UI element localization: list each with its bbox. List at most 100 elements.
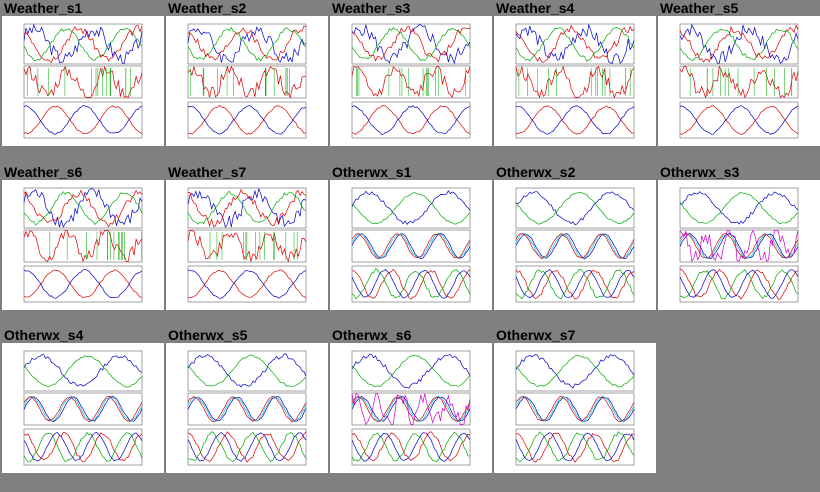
series-line xyxy=(23,65,143,98)
series-line xyxy=(351,269,471,299)
series-line xyxy=(515,105,635,135)
series-line xyxy=(679,65,799,99)
series-line xyxy=(351,393,471,426)
thumbnail-label[interactable]: Otherwx_s1 xyxy=(332,164,412,180)
series-line xyxy=(515,23,635,64)
series-line xyxy=(515,353,635,389)
series-line xyxy=(187,25,307,61)
plot-frame xyxy=(187,265,307,303)
series-line xyxy=(679,233,799,259)
series-line xyxy=(679,24,799,63)
series-line xyxy=(515,396,635,422)
thumbnail-image[interactable] xyxy=(494,343,656,473)
thumbnail-image[interactable] xyxy=(330,180,492,310)
series-line xyxy=(351,395,471,423)
thumbnail-label[interactable]: Weather_s4 xyxy=(496,0,575,16)
series-line xyxy=(187,26,307,62)
series-line xyxy=(679,229,799,263)
thumbnail-label[interactable]: Otherwx_s6 xyxy=(332,327,412,343)
series-line xyxy=(351,354,471,387)
plot-frame xyxy=(23,350,143,392)
series-line xyxy=(187,432,307,462)
series-line xyxy=(515,191,635,226)
thumbnail-label[interactable]: Otherwx_s3 xyxy=(660,164,740,180)
thumbnail-image[interactable] xyxy=(330,16,492,146)
plot-frame xyxy=(187,23,307,65)
thumbnail-image[interactable] xyxy=(494,180,656,310)
plot-frame xyxy=(23,265,143,303)
series-line xyxy=(187,353,307,388)
series-line xyxy=(515,354,635,388)
thumbnail-label[interactable]: Otherwx_s4 xyxy=(4,327,84,343)
thumbnail-label[interactable]: Weather_s5 xyxy=(660,0,739,16)
series-line xyxy=(515,24,635,63)
thumbnail-plot xyxy=(23,187,143,303)
series-line xyxy=(23,189,143,228)
series-line xyxy=(23,395,143,423)
thumbnail-label[interactable]: Weather_s1 xyxy=(4,0,83,16)
series-line xyxy=(23,269,143,299)
series-line xyxy=(187,187,307,229)
series-line xyxy=(23,395,143,422)
series-line xyxy=(23,354,143,387)
series-line xyxy=(679,269,799,300)
plot-frame xyxy=(515,229,635,263)
thumbnail-image[interactable] xyxy=(2,16,164,146)
series-line xyxy=(187,269,307,299)
plot-frame xyxy=(679,265,799,303)
series-line xyxy=(23,25,143,64)
series-line xyxy=(187,396,307,422)
series-line xyxy=(679,269,799,299)
series-line xyxy=(23,396,143,422)
series-line xyxy=(515,269,635,299)
thumbnail-image[interactable] xyxy=(2,343,164,473)
series-line xyxy=(679,268,798,300)
plot-frame xyxy=(679,187,799,229)
thumbnail-image[interactable] xyxy=(658,180,820,310)
plot-frame xyxy=(351,428,471,466)
series-line xyxy=(515,431,635,463)
plot-frame xyxy=(23,187,143,229)
series-line xyxy=(515,232,635,259)
thumbnail-label[interactable]: Otherwx_s5 xyxy=(168,327,248,343)
series-line xyxy=(187,431,307,463)
series-line xyxy=(23,23,143,64)
series-line xyxy=(351,268,471,300)
series-line xyxy=(187,105,307,135)
plot-frame xyxy=(351,23,471,65)
series-line xyxy=(187,65,307,99)
series-line xyxy=(679,191,799,225)
series-line xyxy=(187,269,307,299)
thumbnail-image[interactable] xyxy=(166,180,328,310)
series-line xyxy=(23,105,143,135)
thumbnail-label[interactable]: Weather_s3 xyxy=(332,0,411,16)
plot-frame xyxy=(351,101,471,139)
thumbnail-plot xyxy=(515,23,635,139)
thumbnail-image[interactable] xyxy=(330,343,492,473)
plot-frame xyxy=(187,428,307,466)
thumbnail-label[interactable]: Weather_s2 xyxy=(168,0,247,16)
plot-frame xyxy=(515,23,635,65)
thumbnail-image[interactable] xyxy=(166,343,328,473)
thumbnail-image[interactable] xyxy=(166,16,328,146)
thumbnail-label[interactable]: Weather_s6 xyxy=(4,164,83,180)
series-line xyxy=(351,105,471,135)
series-line xyxy=(515,432,635,462)
series-line xyxy=(187,188,307,228)
series-line xyxy=(679,28,799,61)
thumbnail-label[interactable]: Weather_s7 xyxy=(168,164,247,180)
plot-frame xyxy=(23,65,143,99)
thumbnail-image[interactable] xyxy=(658,16,820,146)
series-line xyxy=(187,354,307,387)
series-line xyxy=(515,233,635,260)
series-line xyxy=(187,396,307,422)
series-line xyxy=(187,431,307,463)
thumbnail-image[interactable] xyxy=(494,16,656,146)
series-line xyxy=(351,268,471,300)
series-line xyxy=(515,395,635,423)
plot-frame xyxy=(679,65,799,99)
plot-frame xyxy=(351,65,471,99)
thumbnail-label[interactable]: Otherwx_s2 xyxy=(496,164,576,180)
thumbnail-label[interactable]: Otherwx_s7 xyxy=(496,327,576,343)
thumbnail-image[interactable] xyxy=(2,180,164,310)
